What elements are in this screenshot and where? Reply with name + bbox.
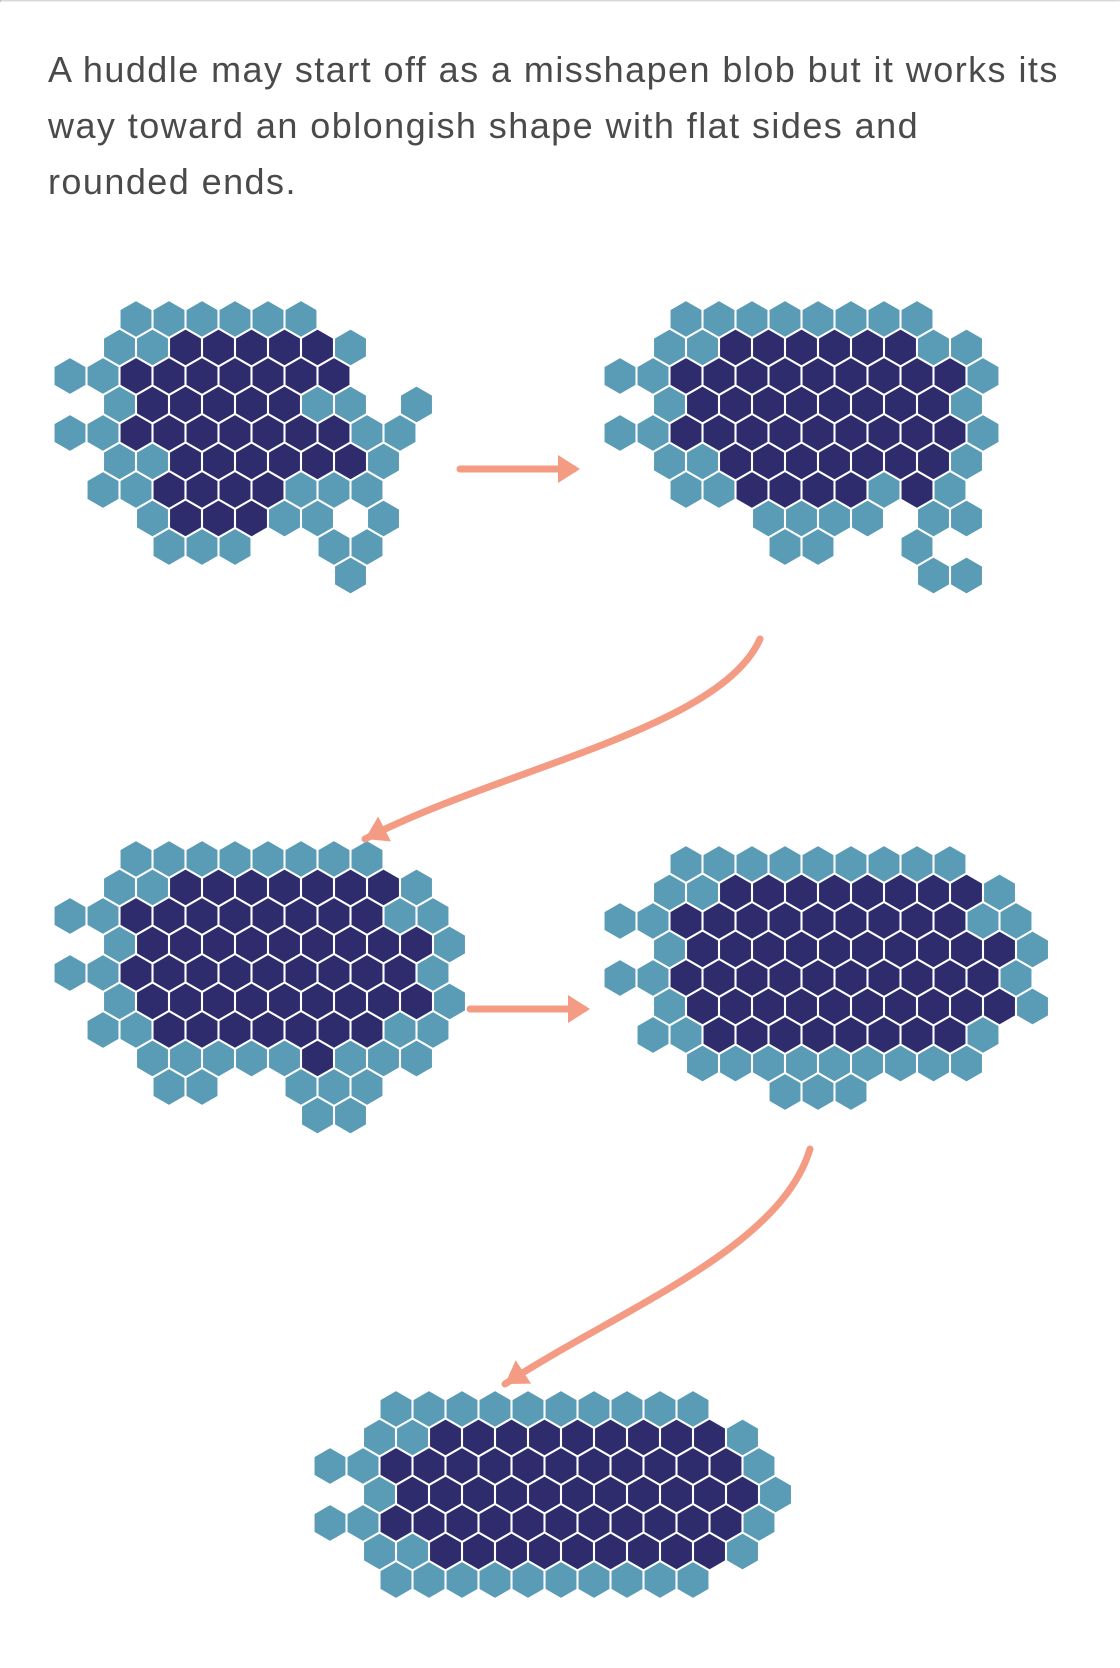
hex-outer: [512, 1561, 545, 1599]
hex-outer: [334, 1097, 367, 1135]
hex-outer: [334, 557, 367, 595]
hex-outer: [950, 557, 983, 595]
hex-outer: [604, 902, 637, 940]
hex-outer: [917, 1045, 950, 1083]
huddle-diagram: [0, 209, 1120, 1668]
hex-outer: [219, 528, 252, 566]
arrow-head-icon: [568, 995, 590, 1023]
hex-outer: [235, 1040, 268, 1078]
hex-outer: [153, 528, 186, 566]
hex-outer: [54, 897, 87, 935]
hex-outer: [314, 1447, 347, 1485]
hex-outer: [604, 414, 637, 452]
hex-outer: [604, 357, 637, 395]
hex-outer: [413, 1561, 446, 1599]
arrow-arrow23: [365, 639, 760, 841]
hex-outer: [87, 1011, 120, 1049]
hex-outer: [769, 528, 802, 566]
arrow-curve: [365, 639, 760, 839]
hex-outer: [1016, 988, 1049, 1026]
hex-outer: [54, 357, 87, 395]
huddle-stage3: [54, 840, 466, 1135]
huddle-stage2: [604, 300, 1000, 595]
hex-outer: [578, 1561, 611, 1599]
hex-outer: [54, 414, 87, 452]
hex-outer: [703, 471, 736, 509]
hex-outer: [802, 1073, 835, 1111]
hex-outer: [301, 1097, 334, 1135]
hex-outer: [446, 1561, 479, 1599]
hex-outer: [87, 471, 120, 509]
hex-outer: [604, 959, 637, 997]
hex-outer: [380, 1561, 413, 1599]
arrow-arrow45: [505, 1149, 810, 1384]
hex-outer: [884, 1045, 917, 1083]
hex-outer: [670, 471, 703, 509]
hex-outer: [153, 1068, 186, 1106]
huddle-stage5: [314, 1390, 792, 1599]
hex-outer: [479, 1561, 512, 1599]
description-text: A huddle may start off as a misshapen bl…: [0, 2, 1120, 209]
hex-outer: [835, 1073, 868, 1111]
hex-outer: [268, 500, 301, 538]
hex-outer: [186, 528, 219, 566]
hex-outer: [186, 1068, 219, 1106]
diagram-stage: [0, 209, 1120, 1668]
hex-outer: [611, 1561, 644, 1599]
hex-outer: [314, 1504, 347, 1542]
huddle-stage1: [54, 300, 433, 595]
hex-outer: [637, 1016, 670, 1054]
hex-outer: [400, 1040, 433, 1078]
hex-outer: [686, 1045, 719, 1083]
hex-outer: [950, 1045, 983, 1083]
hex-outer: [769, 1073, 802, 1111]
arrow-head-icon: [558, 455, 580, 483]
huddle-stage4: [604, 845, 1049, 1111]
hex-outer: [726, 1533, 759, 1571]
arrow-arrow12: [460, 455, 580, 483]
hex-outer: [719, 1045, 752, 1083]
hex-outer: [54, 954, 87, 992]
arrow-arrow34: [470, 995, 590, 1023]
hex-outer: [677, 1561, 710, 1599]
hex-outer: [950, 500, 983, 538]
hex-outer: [545, 1561, 578, 1599]
arrow-curve: [505, 1149, 810, 1384]
hex-outer: [917, 557, 950, 595]
hex-outer: [851, 500, 884, 538]
hex-outer: [644, 1561, 677, 1599]
hex-outer: [802, 528, 835, 566]
